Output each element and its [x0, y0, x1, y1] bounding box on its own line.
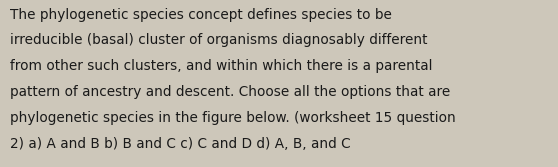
Text: pattern of ancestry and descent. Choose all the options that are: pattern of ancestry and descent. Choose … [10, 85, 450, 99]
Text: The phylogenetic species concept defines species to be: The phylogenetic species concept defines… [10, 8, 392, 22]
Text: phylogenetic species in the figure below. (worksheet 15 question: phylogenetic species in the figure below… [10, 111, 456, 125]
Text: irreducible (basal) cluster of organisms diagnosably different: irreducible (basal) cluster of organisms… [10, 33, 427, 47]
Text: 2) a) A and B b) B and C c) C and D d) A, B, and C: 2) a) A and B b) B and C c) C and D d) A… [10, 137, 350, 151]
Text: from other such clusters, and within which there is a parental: from other such clusters, and within whi… [10, 59, 432, 73]
